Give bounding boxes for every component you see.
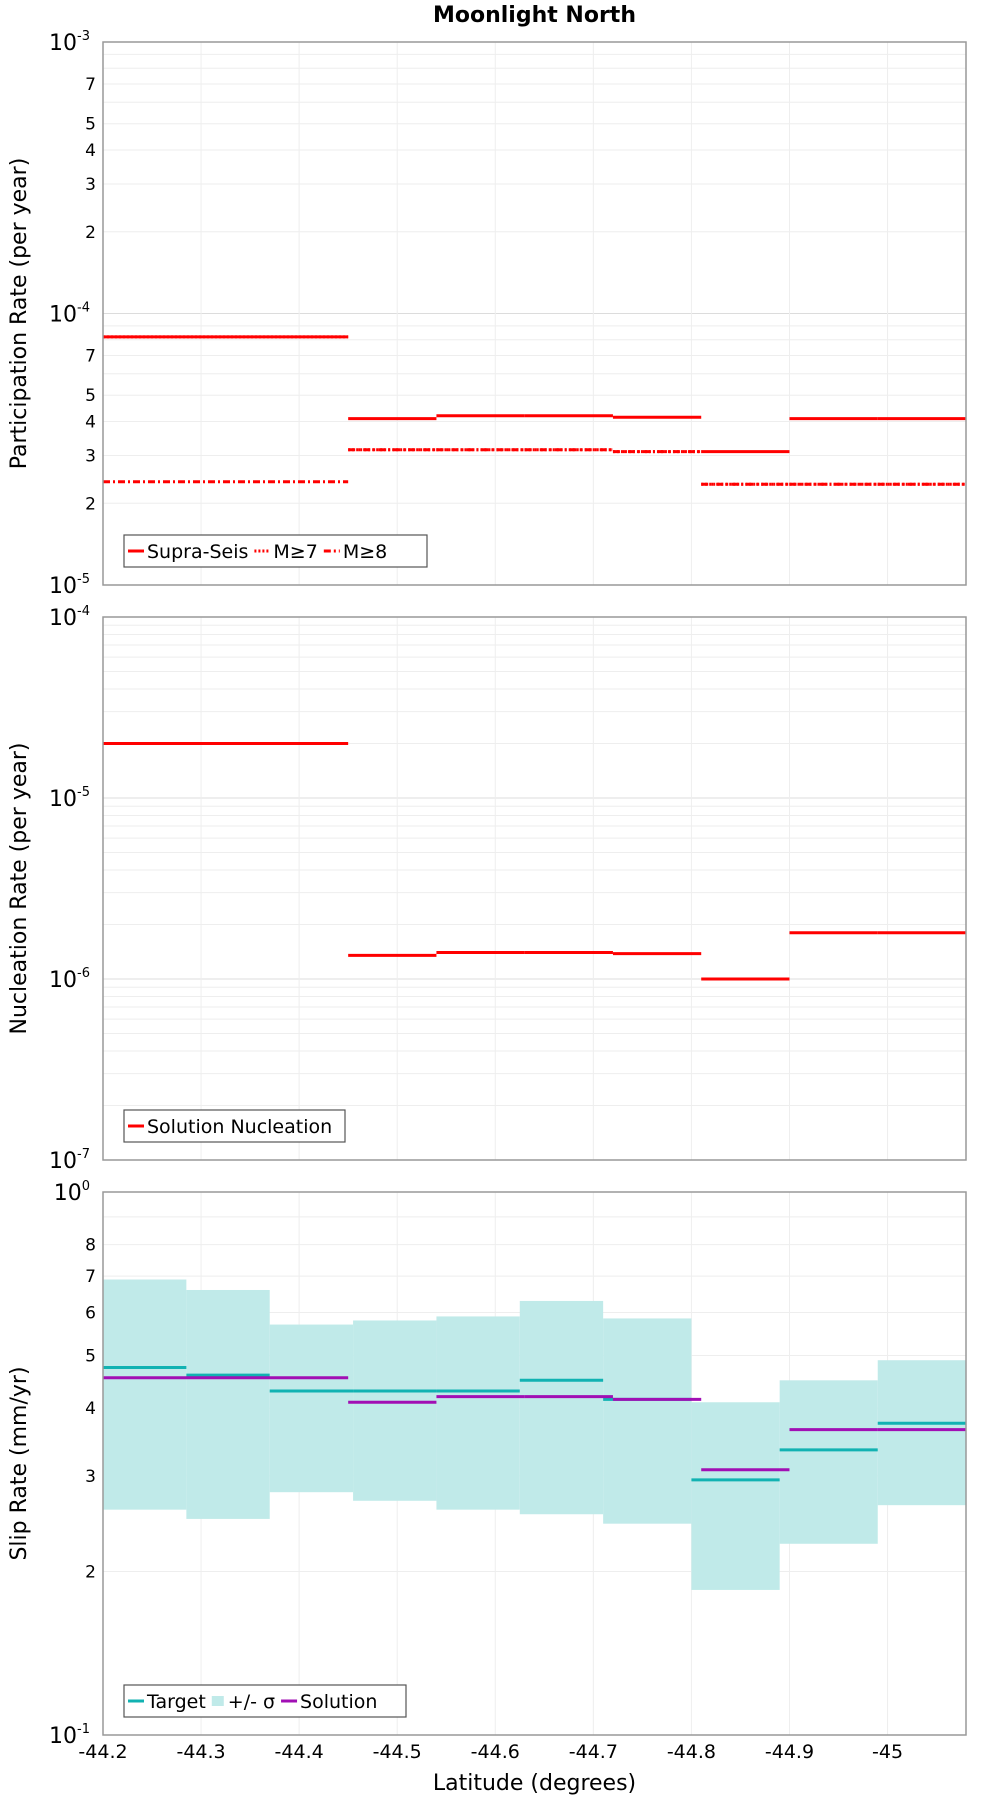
- plot-frame: [102, 41, 967, 586]
- band-segment: [269, 1324, 354, 1493]
- y-tick-label: 7: [85, 1267, 96, 1287]
- x-tick-label: -44.5: [373, 1741, 422, 1763]
- plot-area: [103, 617, 966, 1160]
- series-m-7: [103, 335, 966, 486]
- band-segment: [603, 1318, 692, 1524]
- y-tick-label: 5: [85, 386, 96, 406]
- y-tick-label: 3: [85, 446, 96, 466]
- series-solution-nucleation: [103, 742, 966, 981]
- y-tick-label: 2: [85, 223, 96, 243]
- band-segment: [519, 1300, 604, 1515]
- y-axis-title: Slip Rate (mm/yr): [7, 1366, 32, 1560]
- y-tick-label: 10-4: [49, 604, 90, 631]
- y-tick-label: 10-5: [49, 572, 90, 599]
- y-tick-label: 10-5: [49, 785, 90, 812]
- band-segment: [436, 1316, 520, 1510]
- band-segment: [691, 1402, 780, 1590]
- legend-label: M≥7: [273, 541, 317, 563]
- y-tick-label: 10-4: [49, 301, 90, 328]
- legend-box: [123, 534, 428, 568]
- series-m-8: [103, 448, 966, 486]
- y-tick-label: 10-1: [49, 1722, 90, 1749]
- y-tick-label: 2: [85, 494, 96, 514]
- y-tick-label: 10-6: [49, 966, 90, 993]
- x-tick-label: -44.9: [765, 1741, 814, 1763]
- y-tick-label: 4: [85, 141, 96, 161]
- legend-label: Solution: [300, 1691, 377, 1713]
- legend-label: Solution Nucleation: [147, 1116, 332, 1138]
- grid: [103, 42, 966, 585]
- y-tick-label: 3: [85, 1467, 96, 1487]
- y-tick-label: 2: [85, 1563, 96, 1583]
- legend-label: Supra-Seis: [147, 541, 248, 563]
- legend-box: [123, 1684, 407, 1718]
- legend: Target +/- σ Solution: [123, 1684, 407, 1718]
- band-segment: [877, 1360, 966, 1506]
- legend: Supra-Seis M≥7 M≥8: [123, 534, 428, 568]
- y-tick-label: 10-7: [49, 1147, 90, 1174]
- x-tick-label: -44.2: [78, 1741, 127, 1763]
- y-tick-label: 5: [85, 1346, 96, 1366]
- legend-label: +/- σ: [228, 1691, 275, 1713]
- y-tick-label: 3: [85, 175, 96, 195]
- band-segment: [103, 1279, 187, 1510]
- legend-label: Target: [146, 1691, 206, 1713]
- y-tick-label: 100: [54, 1179, 90, 1206]
- panel-1: 10-3 7 5 4 3 2 10-4 7 5 4 3 2 10-5 Participation Rate…: [7, 3, 967, 599]
- grid: [103, 617, 966, 1160]
- x-tick-label: -44.7: [569, 1741, 618, 1763]
- y-axis-title: Nucleation Rate (per year): [7, 743, 32, 1035]
- x-axis-title: Latitude (degrees): [433, 1771, 636, 1796]
- legend-label: M≥8: [343, 541, 387, 563]
- panel-3: 100 8 7 6 5 4 3 2 10-1 Slip Rate (mm/yr) Target +/-…: [7, 1179, 967, 1796]
- chart-title: Moonlight North: [433, 3, 636, 28]
- band-segment: [353, 1320, 437, 1501]
- x-tick-label: -44.3: [176, 1741, 225, 1763]
- plot-frame: [102, 616, 967, 1161]
- y-tick-label: 4: [85, 413, 96, 433]
- series-solution: [103, 1376, 966, 1472]
- legend-swatch: [211, 1696, 224, 1706]
- y-tick-label: 10-3: [49, 29, 90, 56]
- legend: Solution Nucleation: [123, 1109, 346, 1143]
- y-tick-label: 8: [85, 1236, 96, 1256]
- band-segment: [186, 1289, 270, 1519]
- panel-2: 10-4 10-5 10-6 10-7 Nucleation Rate (per yea…: [7, 604, 967, 1174]
- x-tick-label: -45: [872, 1741, 903, 1763]
- x-tick-label: -44.8: [667, 1741, 716, 1763]
- legend-box: [123, 1109, 346, 1143]
- x-tick-label: -44.6: [471, 1741, 520, 1763]
- y-tick-label: 4: [85, 1399, 96, 1419]
- y-tick-label: 7: [85, 347, 96, 367]
- y-tick-label: 6: [85, 1303, 96, 1323]
- plot-frame: [102, 1191, 967, 1736]
- x-tick-label: -44.4: [275, 1741, 324, 1763]
- y-axis-title: Participation Rate (per year): [7, 158, 32, 470]
- y-tick-label: 5: [85, 115, 96, 135]
- y-tick-label: 7: [85, 75, 96, 95]
- band-segment: [779, 1380, 878, 1544]
